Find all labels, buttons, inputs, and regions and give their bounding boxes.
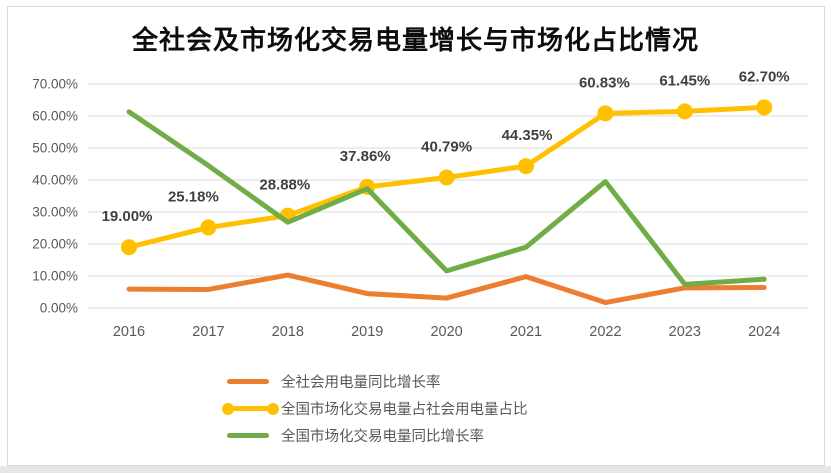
window-edge-strip: [0, 466, 831, 473]
series-marker: [518, 158, 534, 175]
series-marker: [597, 105, 614, 122]
x-axis-tick-label: 2023: [669, 324, 701, 340]
x-axis-tick-label: 2016: [113, 324, 145, 340]
legend-label: 全社会用电量同比增长率: [281, 375, 441, 391]
data-label: 25.18%: [168, 188, 219, 205]
data-label: 60.83%: [579, 74, 630, 91]
series-marker: [121, 239, 137, 256]
x-axis-tick-label: 2022: [589, 324, 621, 340]
chart-title: 全社会及市场化交易电量增长与市场化占比情况: [131, 25, 699, 55]
data-label: 37.86%: [340, 148, 391, 165]
data-label: 62.70%: [739, 68, 790, 85]
x-axis-tick-label: 2021: [510, 324, 542, 340]
legend-line-swatch-green: [222, 433, 281, 438]
y-axis-tick-label: 30.00%: [32, 205, 78, 220]
legend-item-society-growth[interactable]: 全社会用电量同比增长率: [222, 368, 528, 395]
x-axis-tick-label: 2020: [430, 324, 462, 340]
y-axis-tick-label: 40.00%: [32, 173, 78, 188]
x-axis-tick-label: 2024: [748, 324, 780, 340]
series-marker: [438, 169, 455, 186]
legend-label: 全国市场化交易电量占社会用电量占比: [281, 402, 528, 418]
data-label: 44.35%: [502, 127, 553, 144]
data-label: 40.79%: [421, 138, 472, 155]
legend-item-market-growth[interactable]: 全国市场化交易电量同比增长率: [222, 422, 528, 449]
y-axis-tick-label: 60.00%: [32, 109, 78, 124]
y-axis-tick-label: 0.00%: [40, 301, 78, 316]
y-axis-tick-label: 50.00%: [32, 141, 78, 156]
y-axis-tick-label: 70.00%: [32, 77, 78, 92]
data-label: 19.00%: [102, 208, 153, 225]
legend-label: 全国市场化交易电量同比增长率: [281, 429, 484, 445]
y-axis-tick-label: 10.00%: [32, 269, 78, 284]
legend-line-swatch-orange: [222, 379, 281, 384]
y-axis-tick-label: 20.00%: [32, 237, 78, 252]
legend-line-marker-swatch-yellow: [222, 402, 281, 415]
series-marker: [200, 219, 217, 236]
series-line-2: [126, 109, 767, 287]
chart-legend: 全社会用电量同比增长率 全国市场化交易电量占社会用电量占比 全国市场化交易电量同…: [222, 368, 528, 449]
legend-item-market-share[interactable]: 全国市场化交易电量占社会用电量占比: [222, 395, 528, 422]
series-line-0: [126, 272, 767, 306]
x-axis-tick-label: 2019: [351, 324, 383, 340]
x-axis-tick-label: 2017: [192, 324, 224, 340]
data-label: 61.45%: [659, 72, 710, 89]
series-marker: [756, 99, 773, 116]
x-axis-tick-label: 2018: [272, 324, 304, 340]
data-label: 28.88%: [259, 177, 310, 194]
series-marker: [676, 103, 693, 120]
